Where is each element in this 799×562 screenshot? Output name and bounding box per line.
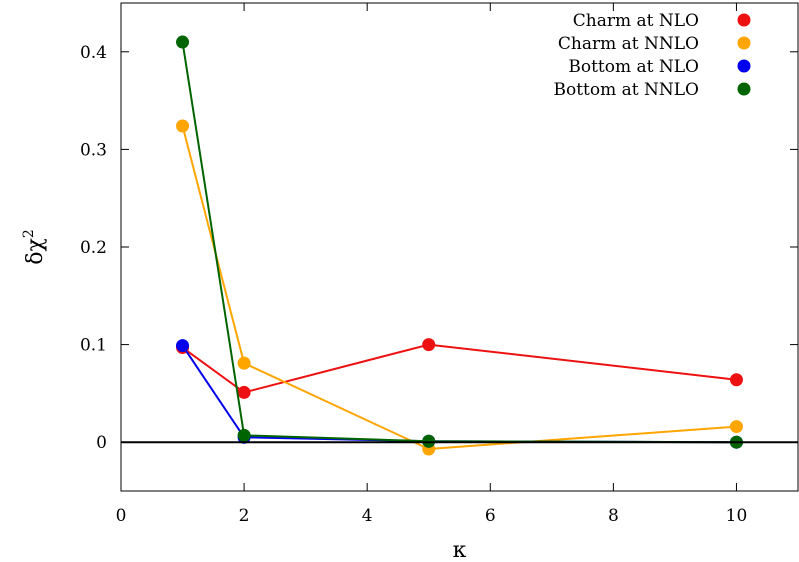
data-point: [237, 356, 251, 370]
data-point: [176, 35, 190, 49]
y-axis-title: δχ2: [21, 229, 48, 265]
series-charm-at-nnlo: [176, 119, 743, 456]
legend-label: Bottom at NLO: [568, 57, 699, 77]
data-point: [729, 373, 743, 387]
series-line: [181, 345, 737, 444]
series-line: [181, 125, 737, 451]
series-charm-at-nlo: [176, 338, 743, 399]
legend-label: Bottom at NNLO: [554, 80, 700, 100]
legend-label: Charm at NLO: [573, 11, 699, 31]
x-tick-label: 2: [239, 506, 250, 526]
x-tick-label: 8: [608, 506, 619, 526]
legend-marker: [737, 59, 751, 73]
y-tick-label: 0.3: [80, 140, 107, 160]
legend-label: Charm at NNLO: [558, 34, 699, 54]
data-point: [237, 428, 251, 442]
data-point: [422, 338, 436, 352]
legend-marker: [737, 36, 751, 50]
legend-marker: [737, 13, 751, 27]
y-tick-label: 0.2: [80, 238, 107, 258]
legend-marker: [737, 82, 751, 96]
x-tick-label: 4: [362, 506, 373, 526]
y-axis-title-superscript: 2: [21, 229, 37, 238]
data-point: [237, 385, 251, 399]
data-point: [729, 420, 743, 434]
series-line: [181, 41, 737, 444]
data-point: [176, 339, 190, 353]
y-axis-title-main: δχ: [23, 238, 48, 265]
y-tick-label: 0: [96, 433, 107, 453]
x-tick-label: 0: [116, 506, 127, 526]
x-tick-label: 10: [726, 506, 748, 526]
y-tick-label: 0.1: [80, 336, 107, 356]
legend: Charm at NLO Charm at NNLO Bottom at NLO Bo…: [554, 11, 751, 100]
ticks-layer: 0 2 4 6 8 10 0 0.1 0.2 0.3 0.4: [80, 3, 798, 526]
data-point: [176, 119, 190, 133]
series-line: [181, 343, 737, 394]
y-tick-label: 0.4: [80, 43, 107, 63]
x-axis-title: κ: [453, 538, 467, 562]
x-tick-label: 6: [485, 506, 496, 526]
